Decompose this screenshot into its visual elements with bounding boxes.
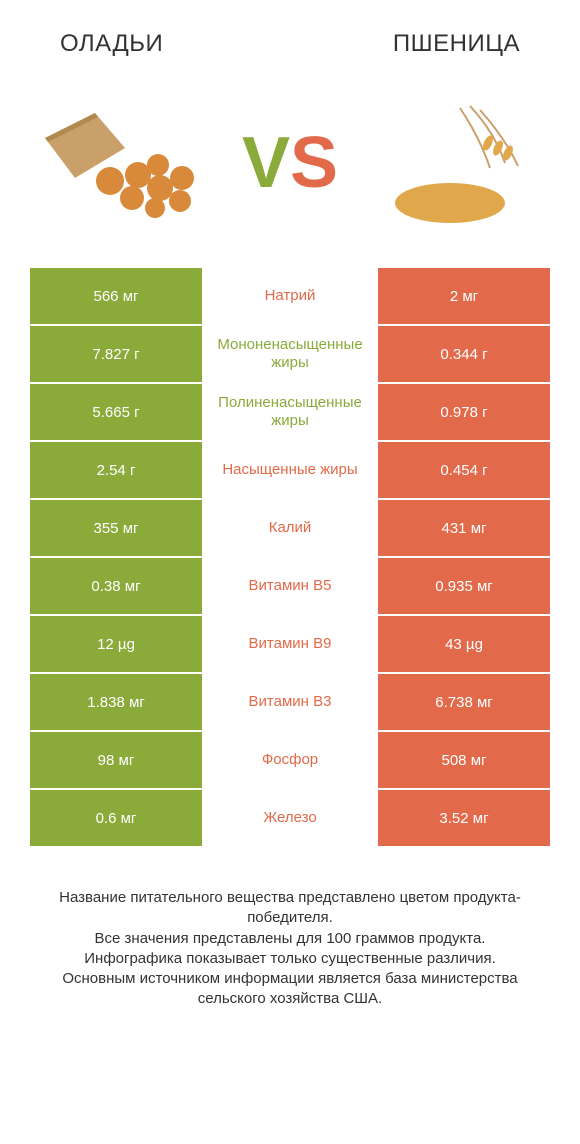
nutrient-label: Полиненасыщенные жиры bbox=[202, 384, 378, 440]
value-right: 0.935 мг bbox=[378, 558, 550, 614]
nutrient-label: Витамин B3 bbox=[202, 674, 378, 730]
footer-line: Основным источником информации является … bbox=[30, 969, 550, 1010]
value-left: 355 мг bbox=[30, 500, 202, 556]
value-right: 0.454 г bbox=[378, 442, 550, 498]
title-right: ПШЕНИЦА bbox=[393, 30, 520, 58]
nutrient-label: Витамин B5 bbox=[202, 558, 378, 614]
nutrient-label: Калий bbox=[202, 500, 378, 556]
value-left: 12 µg bbox=[30, 616, 202, 672]
value-right: 43 µg bbox=[378, 616, 550, 672]
table-row: 7.827 гМононенасыщенные жиры0.344 г bbox=[30, 326, 550, 382]
value-right: 0.344 г bbox=[378, 326, 550, 382]
value-left: 2.54 г bbox=[30, 442, 202, 498]
value-left: 1.838 мг bbox=[30, 674, 202, 730]
header: ОЛАДЬИ ПШЕНИЦА bbox=[0, 0, 580, 68]
footer-line: Все значения представлены для 100 граммо… bbox=[30, 929, 550, 949]
value-left: 5.665 г bbox=[30, 384, 202, 440]
value-right: 0.978 г bbox=[378, 384, 550, 440]
table-row: 0.38 мгВитамин B50.935 мг bbox=[30, 558, 550, 614]
vs-s: S bbox=[290, 127, 338, 199]
table-row: 0.6 мгЖелезо3.52 мг bbox=[30, 790, 550, 846]
value-left: 7.827 г bbox=[30, 326, 202, 382]
nutrient-label: Натрий bbox=[202, 268, 378, 324]
value-left: 0.6 мг bbox=[30, 790, 202, 846]
nutrient-label: Насыщенные жиры bbox=[202, 442, 378, 498]
value-right: 3.52 мг bbox=[378, 790, 550, 846]
nutrient-label: Витамин B9 bbox=[202, 616, 378, 672]
value-left: 566 мг bbox=[30, 268, 202, 324]
nutrient-label: Железо bbox=[202, 790, 378, 846]
table-row: 98 мгФосфор508 мг bbox=[30, 732, 550, 788]
nutrient-label: Фосфор bbox=[202, 732, 378, 788]
table-row: 1.838 мгВитамин B36.738 мг bbox=[30, 674, 550, 730]
food-image-right bbox=[365, 98, 545, 228]
footer-line: Инфографика показывает только существенн… bbox=[30, 949, 550, 969]
table-row: 5.665 гПолиненасыщенные жиры0.978 г bbox=[30, 384, 550, 440]
value-right: 431 мг bbox=[378, 500, 550, 556]
food-image-left bbox=[35, 98, 215, 228]
table-row: 2.54 гНасыщенные жиры0.454 г bbox=[30, 442, 550, 498]
table-row: 12 µgВитамин B943 µg bbox=[30, 616, 550, 672]
value-left: 98 мг bbox=[30, 732, 202, 788]
footer-line: Название питательного вещества представл… bbox=[30, 888, 550, 929]
vs-v: V bbox=[242, 127, 290, 199]
value-right: 2 мг bbox=[378, 268, 550, 324]
nutrient-label: Мононенасыщенные жиры bbox=[202, 326, 378, 382]
value-right: 6.738 мг bbox=[378, 674, 550, 730]
vs-section: VS bbox=[0, 68, 580, 268]
table-row: 566 мгНатрий2 мг bbox=[30, 268, 550, 324]
title-left: ОЛАДЬИ bbox=[60, 30, 163, 58]
comparison-table: 566 мгНатрий2 мг7.827 гМононенасыщенные … bbox=[0, 268, 580, 846]
value-left: 0.38 мг bbox=[30, 558, 202, 614]
value-right: 508 мг bbox=[378, 732, 550, 788]
vs-label: VS bbox=[242, 127, 338, 199]
table-row: 355 мгКалий431 мг bbox=[30, 500, 550, 556]
footer-notes: Название питательного вещества представл… bbox=[0, 848, 580, 1010]
